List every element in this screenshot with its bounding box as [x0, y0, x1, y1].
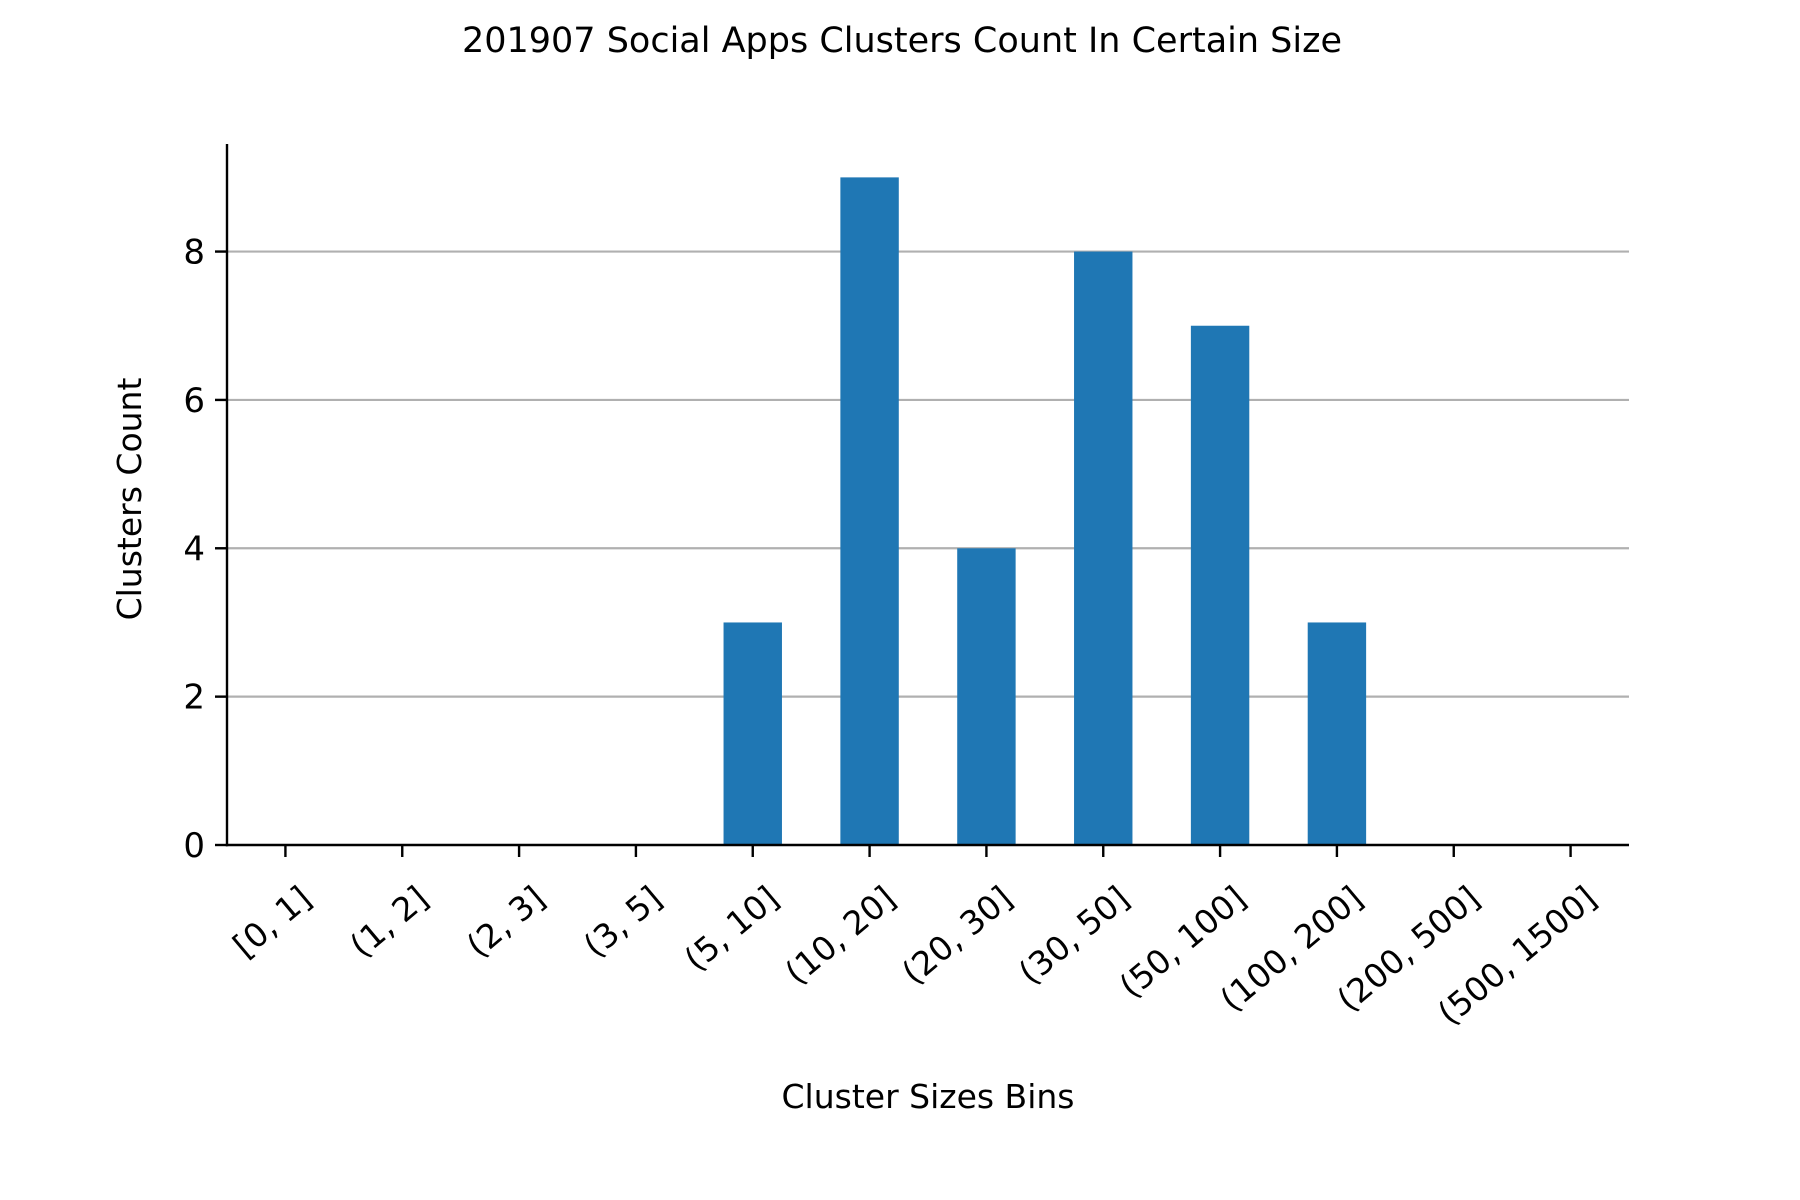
bar: [1190, 325, 1250, 846]
bar: [957, 548, 1016, 845]
x-tick-label: (5, 10]: [677, 878, 786, 978]
y-tick-label: 8: [183, 233, 205, 273]
chart-title: 201907 Social Apps Clusters Count In Cer…: [462, 21, 1342, 61]
x-tick-label: (10, 20]: [777, 878, 902, 992]
y-tick-label: 0: [183, 826, 205, 866]
y-tick-label: 2: [183, 678, 205, 718]
grid-lines: [227, 250, 1629, 698]
x-tick-label: (20, 30]: [894, 878, 1019, 992]
x-tick-label: [0, 1]: [225, 878, 318, 965]
bar: [840, 177, 899, 845]
bar: [1074, 251, 1133, 845]
bars: [723, 177, 1367, 846]
x-tick-label: (3, 5]: [576, 878, 669, 965]
x-tick-label: (1, 2]: [342, 878, 435, 965]
axes: [215, 144, 1629, 857]
bar: [723, 622, 782, 845]
bar: [1307, 622, 1367, 845]
x-axis-label: Cluster Sizes Bins: [782, 1077, 1075, 1116]
y-tick-label: 4: [183, 529, 205, 569]
x-tick-label: (2, 3]: [459, 878, 552, 965]
y-tick-label: 6: [183, 381, 205, 421]
y-axis-label: Clusters Count: [110, 378, 149, 621]
